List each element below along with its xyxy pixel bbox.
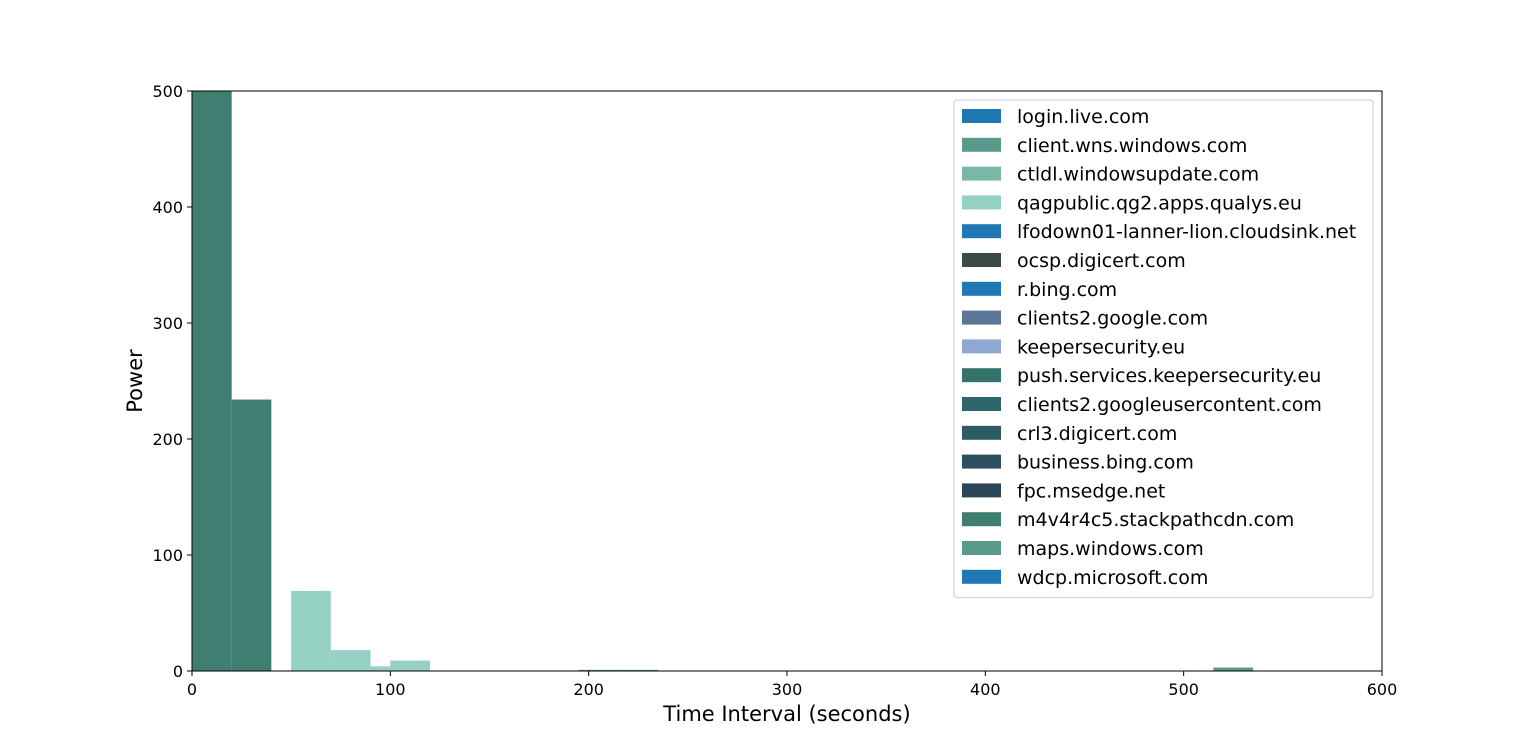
bar-15-1 (618, 669, 659, 671)
legend-swatch (962, 109, 1001, 123)
legend-swatch (962, 397, 1001, 411)
y-tick-label: 100 (152, 546, 183, 565)
legend-box (953, 99, 1374, 599)
legend-swatch (962, 281, 1001, 296)
legend-label: ocsp.digicert.com (1017, 250, 1186, 272)
legend-label: keepersecurity.eu (1017, 336, 1185, 358)
legend-swatch (962, 339, 1001, 354)
y-axis: 0 100 200 300 400 500 (152, 82, 192, 681)
legend-label: crl3.digicert.com (1017, 423, 1177, 445)
legend-label: clients2.googleusercontent.com (1017, 394, 1322, 416)
legend-label: login.live.com (1017, 106, 1149, 128)
bars-layer (192, 91, 1254, 671)
x-tick-label: 300 (772, 680, 803, 699)
bar-15-2 (1213, 667, 1254, 671)
legend-swatch (962, 224, 1001, 239)
legend-label: m4v4r4c5.stackpathcdn.com (1017, 509, 1294, 531)
legend-label: qagpublic.qg2.apps.qualys.eu (1017, 192, 1302, 214)
legend-swatch (962, 368, 1001, 383)
legend-swatch (962, 541, 1001, 555)
legend-swatch (962, 253, 1001, 267)
legend-label: r.bing.com (1017, 279, 1117, 301)
legend-swatch (962, 454, 1001, 469)
bar-3-0 (291, 590, 331, 671)
legend-label: fpc.msedge.net (1017, 480, 1165, 502)
legend-swatch (962, 512, 1001, 527)
x-tick-label: 200 (573, 680, 604, 699)
y-axis-title: Power (123, 349, 147, 413)
x-axis-title: Time Interval (seconds) (662, 702, 910, 726)
legend-swatch (962, 483, 1001, 498)
legend-swatch (962, 195, 1001, 210)
y-tick-label: 500 (152, 82, 183, 101)
legend-swatch (962, 569, 1001, 584)
bar-14-1 (231, 399, 272, 671)
legend-label: lfodown01-lanner-lion.cloudsink.net (1017, 221, 1356, 243)
y-tick-label: 300 (152, 314, 183, 333)
x-axis: 0 100 200 300 400 500 600 (187, 671, 1397, 699)
x-tick-label: 600 (1367, 680, 1398, 699)
x-tick-label: 500 (1168, 680, 1199, 699)
y-tick-label: 200 (152, 430, 183, 449)
bar-14-0 (192, 91, 232, 671)
y-tick-label: 400 (152, 198, 183, 217)
legend-label: client.wns.windows.com (1017, 135, 1247, 157)
legend-label: wdcp.microsoft.com (1017, 567, 1208, 589)
bar-15-0 (578, 669, 619, 671)
bar-3-1 (330, 650, 371, 671)
bar-3-3 (390, 660, 430, 671)
x-tick-label: 0 (187, 680, 197, 699)
legend-label: ctldl.windowsupdate.com (1017, 164, 1259, 186)
bar-14-2 (231, 669, 272, 671)
legend-label: maps.windows.com (1017, 538, 1204, 560)
x-tick-label: 400 (970, 680, 1001, 699)
legend-swatch (962, 166, 1001, 181)
legend-swatch (962, 137, 1001, 152)
bar-3-2 (354, 666, 395, 671)
y-tick-label: 0 (173, 662, 183, 681)
x-tick-label: 100 (375, 680, 406, 699)
legend-swatch (962, 310, 1001, 325)
legend-label: push.services.keepersecurity.eu (1017, 365, 1321, 387)
legend: login.live.com client.wns.windows.com ctld… (953, 99, 1374, 599)
legend-label: business.bing.com (1017, 452, 1194, 474)
legend-swatch (962, 425, 1001, 440)
legend-label: clients2.google.com (1017, 308, 1208, 330)
